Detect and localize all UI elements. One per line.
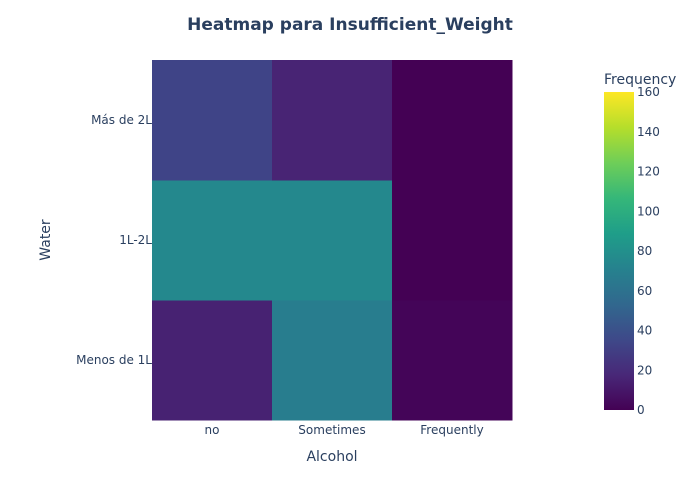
x-tick-label: Sometimes [298, 423, 365, 437]
y-tick-label: 1L-2L [119, 233, 152, 247]
x-tick-label: no [205, 423, 220, 437]
colorbar-tick-label: 160 [637, 85, 660, 99]
colorbar-tick-label: 40 [637, 324, 652, 338]
heatmap-cell [392, 60, 513, 181]
heatmap-cell [152, 300, 273, 421]
colorbar-tick-label: 0 [637, 403, 645, 417]
colorbar-tick-label: 140 [637, 125, 660, 139]
heatmap-cells [152, 60, 513, 421]
heatmap-cell [272, 300, 393, 421]
colorbar-tick-label: 80 [637, 244, 652, 258]
chart-title: Heatmap para Insufficient_Weight [187, 15, 513, 35]
y-axis-title: Water [38, 219, 54, 261]
colorbar-tick-label: 60 [637, 284, 652, 298]
colorbar-tick-label: 20 [637, 363, 652, 377]
y-tick-label: Menos de 1L [76, 353, 152, 367]
colorbar-tick-label: 100 [637, 204, 660, 218]
heatmap-cell [392, 180, 513, 301]
y-tick-label: Más de 2L [91, 113, 152, 127]
colorbar: Frequency 0 20 40 60 80 100 120 140 160 [604, 72, 676, 417]
heatmap-cell [152, 60, 273, 181]
heatmap-cell [152, 180, 273, 301]
colorbar-gradient [604, 92, 634, 410]
colorbar-title: Frequency [604, 72, 676, 88]
heatmap-cell [392, 300, 513, 421]
x-axis-title: Alcohol [306, 449, 357, 465]
heatmap-cell [272, 180, 393, 301]
x-tick-label: Frequently [420, 423, 483, 437]
heatmap-cell [272, 60, 393, 181]
colorbar-tick-label: 120 [637, 165, 660, 179]
x-axis-ticks: no Sometimes Frequently [205, 423, 484, 437]
colorbar-ticks: 0 20 40 60 80 100 120 140 160 [637, 85, 660, 417]
y-axis-ticks: Menos de 1L 1L-2L Más de 2L [76, 113, 152, 367]
